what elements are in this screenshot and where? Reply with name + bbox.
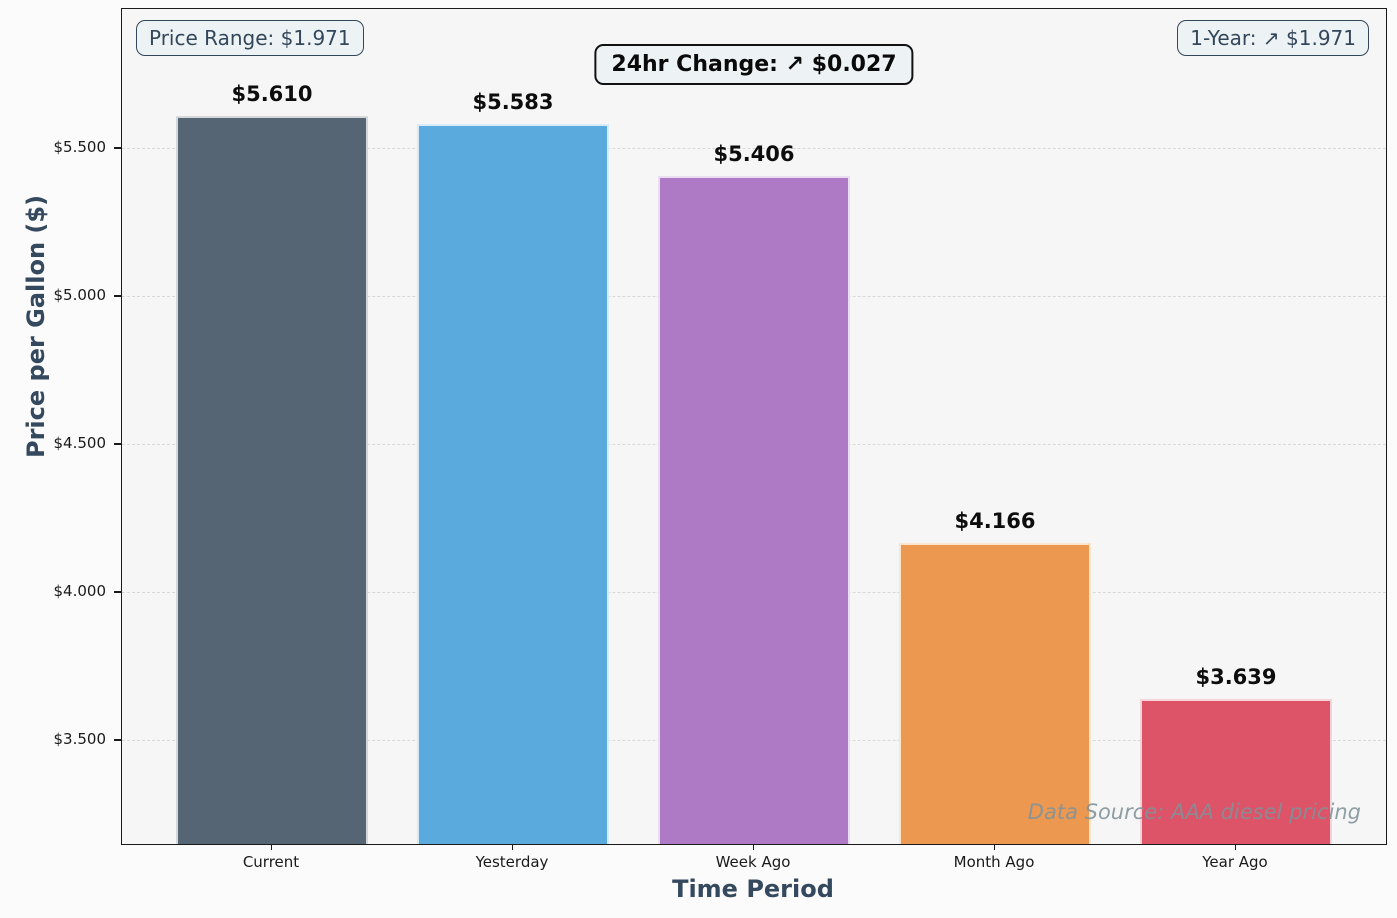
y-tick-label: $5.000 — [53, 286, 107, 305]
y-tick-label: $4.000 — [53, 582, 107, 601]
x-tick — [512, 843, 514, 850]
x-tick-label-current: Current — [242, 853, 300, 871]
x-tick — [1235, 843, 1237, 850]
y-tick — [114, 295, 121, 297]
y-tick — [114, 739, 121, 741]
y-axis-title: Price per Gallon ($) — [22, 194, 50, 458]
gridline — [122, 148, 1386, 150]
bar-week-ago — [657, 176, 851, 844]
one-year-badge: 1-Year: ↗ $1.971 — [1177, 20, 1369, 56]
bar-year-ago — [1139, 699, 1333, 844]
data-source-watermark: Data Source: AAA diesel pricing — [1027, 800, 1361, 824]
y-tick-label: $3.500 — [53, 730, 107, 749]
y-tick — [114, 443, 121, 445]
bar-yesterday — [416, 123, 610, 844]
y-tick — [114, 147, 121, 149]
x-tick-label-yesterday: Yesterday — [475, 853, 549, 871]
x-tick-label-year-ago: Year Ago — [1202, 853, 1268, 871]
price-range-badge: Price Range: $1.971 — [136, 20, 364, 56]
y-tick-label: $5.500 — [53, 138, 107, 157]
x-tick — [753, 843, 755, 850]
change-24hr-badge: 24hr Change: ↗ $0.027 — [594, 44, 914, 85]
plot-area: $5.610 $5.583 $5.406 $4.166 $3.639 Price Ran… — [121, 8, 1387, 845]
x-tick-label-week-ago: Week Ago — [715, 853, 791, 871]
x-tick — [271, 843, 273, 850]
bar-value-label-current: $5.610 — [231, 81, 313, 106]
bar-value-label-yesterday: $5.583 — [472, 89, 554, 114]
bar-month-ago — [898, 543, 1092, 844]
bar-current — [175, 115, 369, 844]
x-axis-title: Time Period — [672, 875, 834, 903]
y-tick — [114, 591, 121, 593]
bar-value-label-week-ago: $5.406 — [713, 142, 795, 166]
bar-value-label-year-ago: $3.639 — [1195, 665, 1277, 690]
bar-value-label-month-ago: $4.166 — [954, 509, 1036, 534]
x-tick-label-month-ago: Month Ago — [953, 853, 1035, 871]
x-tick — [994, 843, 996, 850]
y-tick-label: $4.500 — [53, 434, 107, 453]
